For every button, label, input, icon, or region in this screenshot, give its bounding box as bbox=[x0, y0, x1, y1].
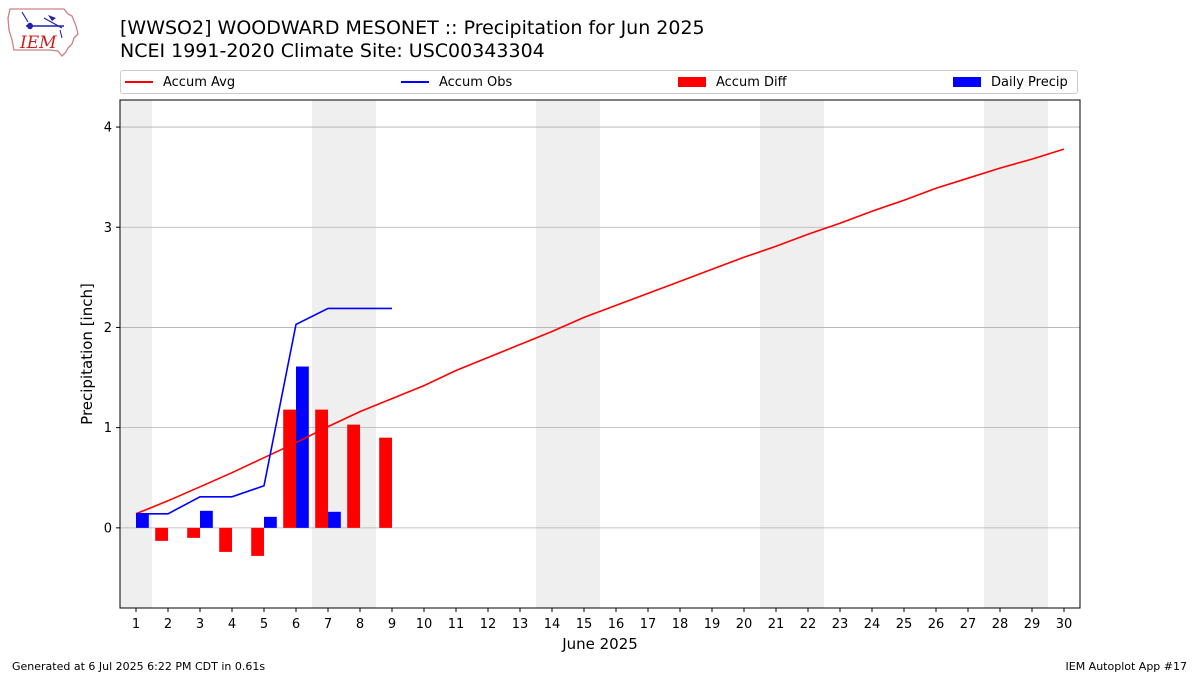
y-tick-label-4: 4 bbox=[104, 121, 112, 136]
daily-precip-bar-day-1 bbox=[136, 513, 149, 528]
x-tick-label-8: 8 bbox=[356, 617, 364, 632]
accum-diff-bar-day-2 bbox=[155, 527, 168, 541]
logo-text: IEM bbox=[19, 33, 57, 53]
x-tick-label-5: 5 bbox=[260, 617, 268, 632]
accum-avg-line bbox=[135, 148, 1065, 515]
weekend-shade-29 bbox=[1016, 100, 1048, 608]
x-tick-label-25: 25 bbox=[896, 617, 913, 632]
chart-title: [WWSO2] WOODWARD MESONET :: Precipitatio… bbox=[120, 17, 705, 39]
legend-swatch-daily-precip bbox=[953, 77, 981, 87]
x-tick-label-23: 23 bbox=[832, 617, 849, 632]
y-axis-label: Precipitation [inch] bbox=[78, 283, 96, 425]
y-tick-label-1: 1 bbox=[104, 421, 112, 436]
accum-diff-bar-day-3 bbox=[187, 527, 200, 538]
x-tick-label-19: 19 bbox=[704, 617, 721, 632]
x-tick-label-24: 24 bbox=[864, 617, 881, 632]
x-tick-label-11: 11 bbox=[448, 617, 465, 632]
weekend-shade-15 bbox=[568, 100, 600, 608]
weekend-shade-14 bbox=[536, 100, 568, 608]
accum-diff-bar-day-9 bbox=[379, 437, 392, 528]
plot-frame bbox=[119, 99, 1081, 609]
x-tick-label-4: 4 bbox=[228, 617, 236, 632]
weekend-shade-1 bbox=[120, 100, 152, 608]
x-tick-label-29: 29 bbox=[1024, 617, 1041, 632]
bars bbox=[136, 366, 392, 556]
axes: 1 2 3 4 5 6 7 8 9 10 11 12 13 14 15 16 17 18 19 20 21 22 23 24 2… bbox=[78, 99, 1081, 653]
accum-diff-bar-day-6 bbox=[283, 409, 296, 528]
iem-logo: IEM bbox=[7, 8, 79, 57]
x-tick-label-17: 17 bbox=[640, 617, 657, 632]
x-tick-label-1: 1 bbox=[132, 617, 140, 632]
x-tick-label-15: 15 bbox=[576, 617, 593, 632]
x-tick-label-20: 20 bbox=[736, 617, 753, 632]
y-tick-label-3: 3 bbox=[104, 221, 112, 236]
x-tick-label-28: 28 bbox=[992, 617, 1009, 632]
x-tick-label-10: 10 bbox=[416, 617, 433, 632]
x-tick-label-16: 16 bbox=[608, 617, 625, 632]
accum-diff-bar-day-5 bbox=[251, 527, 264, 556]
x-axis-label: June 2025 bbox=[561, 635, 638, 653]
weekend-shade-28 bbox=[984, 100, 1016, 608]
weekend-shading bbox=[120, 100, 1048, 608]
x-tick-label-7: 7 bbox=[324, 617, 332, 632]
weekend-shade-8 bbox=[344, 100, 376, 608]
legend-label-daily-precip: Daily Precip bbox=[991, 74, 1068, 90]
weekend-shade-22 bbox=[792, 100, 824, 608]
legend: Accum Avg Accum Obs Accum Diff Daily Pre… bbox=[120, 70, 1078, 94]
legend-item-daily-precip: Daily Precip bbox=[953, 71, 1068, 93]
chart-subtitle: NCEI 1991-2020 Climate Site: USC00343304 bbox=[120, 40, 545, 62]
legend-item-accum-avg: Accum Avg bbox=[125, 71, 235, 93]
legend-item-accum-diff: Accum Diff bbox=[678, 71, 787, 93]
legend-label-accum-diff: Accum Diff bbox=[716, 74, 787, 90]
legend-swatch-accum-diff bbox=[678, 77, 706, 87]
accum-diff-bar-day-4 bbox=[219, 527, 232, 552]
x-tick-label-13: 13 bbox=[512, 617, 529, 632]
daily-precip-bar-day-5 bbox=[264, 516, 277, 528]
accum-diff-bar-day-8 bbox=[347, 424, 360, 528]
weekend-shade-7 bbox=[312, 100, 344, 608]
x-tick-label-9: 9 bbox=[388, 617, 396, 632]
x-tick-label-30: 30 bbox=[1056, 617, 1073, 632]
accum-diff-bar-day-7 bbox=[315, 409, 328, 528]
x-tick-label-3: 3 bbox=[196, 617, 204, 632]
weekend-shade-21 bbox=[760, 100, 792, 608]
series-lines bbox=[135, 148, 1065, 515]
x-tick-label-21: 21 bbox=[768, 617, 785, 632]
daily-precip-bar-day-3 bbox=[200, 510, 213, 528]
accum-obs-line bbox=[136, 307, 392, 515]
legend-swatch-accum-obs bbox=[401, 81, 429, 83]
x-tick-label-2: 2 bbox=[164, 617, 172, 632]
footer-generated: Generated at 6 Jul 2025 6:22 PM CDT in 0… bbox=[12, 660, 266, 673]
footer-app: IEM Autoplot App #17 bbox=[1065, 660, 1188, 673]
gridlines bbox=[120, 126, 1080, 529]
y-tick-label-0: 0 bbox=[104, 521, 112, 536]
legend-label-accum-avg: Accum Avg bbox=[163, 74, 236, 90]
x-tick-label-14: 14 bbox=[544, 617, 561, 632]
x-tick-label-22: 22 bbox=[800, 617, 817, 632]
daily-precip-bar-day-6 bbox=[296, 366, 309, 528]
x-tick-label-18: 18 bbox=[672, 617, 689, 632]
legend-item-accum-obs: Accum Obs bbox=[401, 71, 512, 93]
daily-precip-bar-day-7 bbox=[328, 511, 341, 528]
x-tick-label-27: 27 bbox=[960, 617, 977, 632]
x-tick-label-6: 6 bbox=[292, 617, 300, 632]
y-tick-label-2: 2 bbox=[104, 321, 112, 336]
legend-swatch-accum-avg bbox=[125, 81, 153, 83]
legend-label-accum-obs: Accum Obs bbox=[439, 74, 513, 90]
x-tick-label-12: 12 bbox=[480, 617, 497, 632]
x-tick-label-26: 26 bbox=[928, 617, 945, 632]
